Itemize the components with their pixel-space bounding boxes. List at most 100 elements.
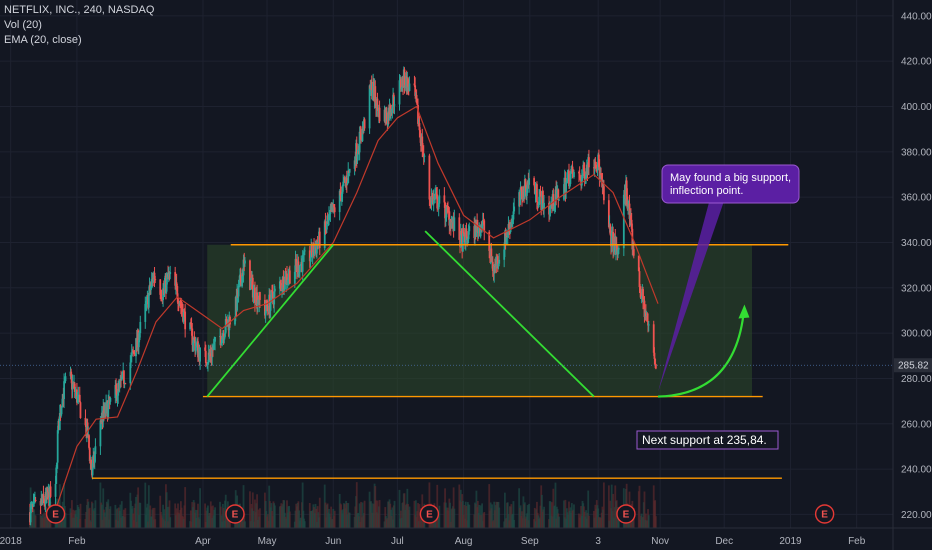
candle-body-619 — [644, 312, 647, 317]
candle-body-112 — [138, 333, 141, 341]
candle-body-283 — [311, 255, 314, 257]
volume-bar-278 — [303, 521, 306, 528]
volume-bar-563 — [588, 515, 590, 528]
volume-bar-98 — [124, 508, 127, 528]
candle-body-333 — [360, 133, 362, 140]
candle-body-203 — [229, 316, 231, 325]
candle-body-105 — [133, 353, 136, 355]
candle-body-190 — [219, 335, 222, 345]
volume-bar-194 — [222, 508, 225, 528]
earnings-label-1: E — [232, 510, 239, 521]
candle-body-277 — [303, 250, 305, 255]
earnings-marker-3 — [616, 504, 636, 524]
candle-body-353 — [378, 107, 381, 122]
volume-bar-562 — [587, 490, 590, 528]
candle-body-42 — [71, 382, 74, 390]
candle-body-173 — [199, 347, 202, 362]
line-trend_up — [206, 244, 334, 398]
candle-body-519 — [548, 202, 550, 215]
volume-bar-536 — [564, 499, 567, 528]
candle-body-583 — [610, 232, 613, 247]
candle-body-624 — [652, 324, 655, 353]
candle-body-255 — [283, 289, 286, 291]
candle-body-397 — [422, 153, 425, 157]
candle-body-436 — [463, 233, 466, 237]
x-tick-0: 2018 — [0, 536, 22, 547]
y-tick-320: 320.00 — [901, 283, 932, 294]
candle-body-571 — [597, 154, 600, 168]
volume-bar-191 — [220, 515, 223, 528]
candle-body-320 — [346, 182, 349, 185]
candle-body-339 — [368, 85, 371, 129]
candle-body-569 — [596, 168, 599, 171]
candle-body-309 — [338, 190, 341, 213]
candle-body-33 — [61, 405, 63, 408]
candle-body-247 — [273, 291, 276, 305]
candle-body-93 — [120, 378, 123, 380]
volume-bar-368 — [393, 500, 396, 528]
earnings-label-3: E — [623, 510, 630, 521]
candle-body-316 — [343, 178, 346, 180]
price-scale-bg — [893, 0, 932, 550]
candle-body-77 — [105, 402, 108, 414]
candle-body-23 — [49, 486, 52, 497]
candle-body-520 — [548, 208, 551, 215]
volume-bar-626 — [654, 500, 657, 528]
volume-bar-583 — [610, 484, 613, 528]
volume-bar-84 — [114, 504, 117, 528]
candle-body-209 — [237, 285, 240, 297]
candle-body-331 — [358, 131, 361, 153]
candle-body-26 — [56, 462, 58, 468]
candle-body-94 — [121, 371, 124, 379]
candle-body-164 — [192, 337, 195, 344]
candle-body-144 — [174, 272, 177, 286]
candle-body-96 — [123, 370, 125, 384]
candle-body-129 — [159, 279, 162, 295]
candle-body-515 — [541, 191, 543, 210]
candle-body-412 — [437, 203, 440, 209]
candle-body-167 — [194, 345, 197, 351]
candle-body-538 — [565, 178, 568, 183]
candle-body-130 — [160, 294, 162, 298]
candle-body-407 — [434, 195, 437, 199]
candle-body-113 — [139, 321, 142, 334]
candle-body-179 — [207, 352, 210, 362]
candle-body-501 — [526, 180, 529, 189]
candle-body-438 — [464, 228, 467, 246]
volume-bar-617 — [643, 491, 646, 528]
volume-bar-518 — [543, 506, 545, 528]
candle-body-335 — [361, 128, 364, 142]
volume-bar-114 — [144, 482, 147, 528]
candle-body-280 — [309, 257, 312, 262]
candle-body-216 — [242, 259, 245, 276]
candle-body-488 — [513, 206, 516, 212]
volume-bar-60 — [88, 507, 91, 528]
candle-body-158 — [184, 311, 187, 330]
candle-body-549 — [578, 172, 580, 174]
candle-body-101 — [130, 352, 133, 356]
candle-body-521 — [549, 204, 552, 209]
candle-body-399 — [428, 155, 431, 200]
candle-body-157 — [183, 311, 186, 313]
candle-body-606 — [631, 228, 634, 250]
volume-bar-338 — [363, 500, 366, 528]
candle-body-485 — [511, 219, 513, 224]
candle-body-131 — [160, 297, 163, 299]
callout-text-1: May found a big support, — [670, 172, 791, 184]
volume-bar-410 — [436, 484, 439, 528]
candle-body-400 — [429, 199, 432, 201]
candle-body-377 — [404, 87, 407, 89]
candle-body-592 — [617, 249, 620, 255]
volume-bar-218 — [244, 521, 246, 528]
candle-body-88 — [117, 382, 120, 396]
candle-body-557 — [583, 171, 586, 181]
volume-bar-323 — [348, 512, 351, 528]
candle-body-166 — [194, 339, 197, 351]
candle-body-402 — [430, 196, 433, 205]
x-tick-8: 3 — [595, 536, 601, 547]
y-tick-360: 360.00 — [901, 193, 932, 204]
candle-body-613 — [640, 296, 643, 299]
candle-body-249 — [278, 281, 281, 289]
